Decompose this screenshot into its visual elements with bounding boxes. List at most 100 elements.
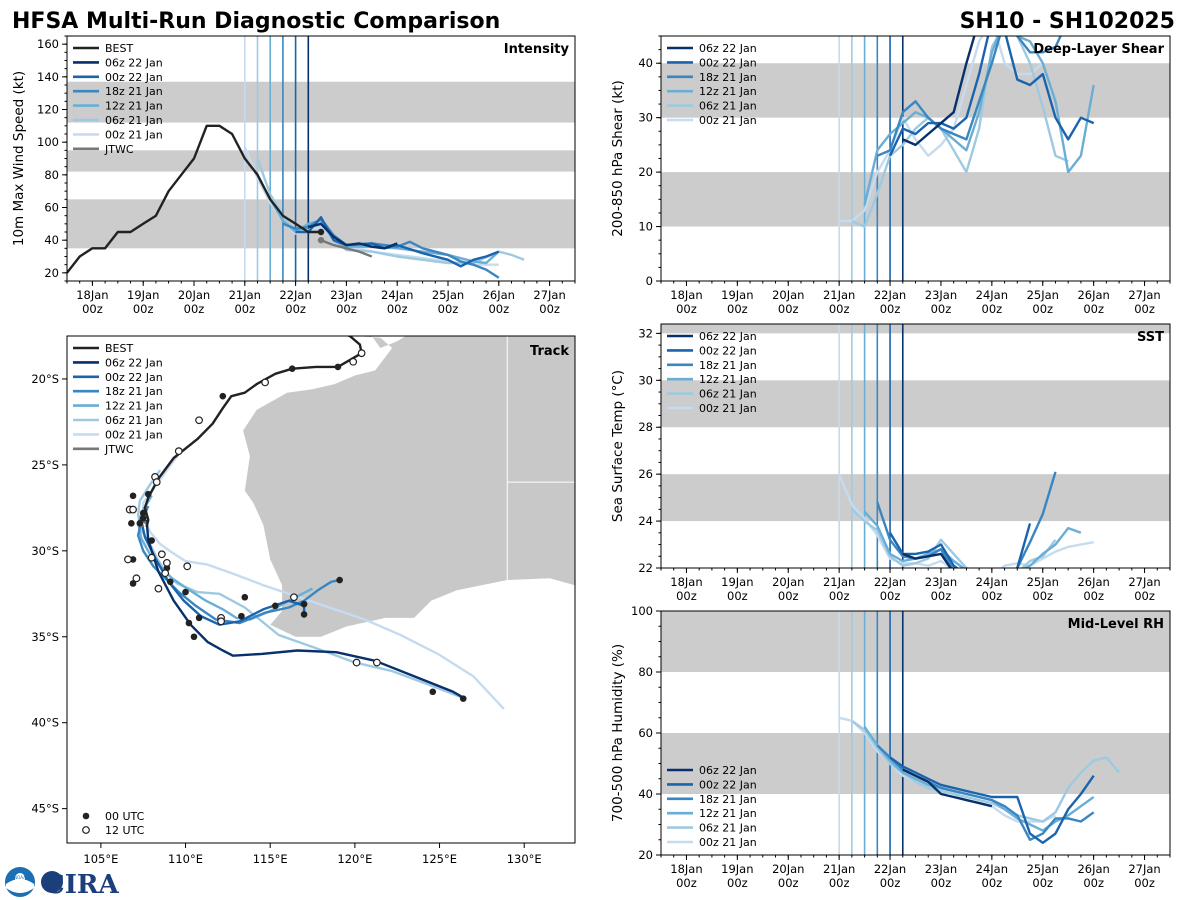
- sst-xtick-label: 24Jan: [976, 575, 1008, 589]
- track-point-00utc: [190, 633, 198, 641]
- sst-xtick-sublabel: 00z: [931, 589, 952, 603]
- track-xtick-label: 130°E: [507, 852, 542, 866]
- shear-title: Deep-Layer Shear: [1033, 42, 1164, 57]
- intensity-legend-label: 00z 22 Jan: [105, 71, 163, 84]
- shear-xtick-sublabel: 00z: [1134, 302, 1155, 316]
- track-xtick-label: 115°E: [253, 852, 288, 866]
- noaa-logo: NOAA: [5, 867, 35, 897]
- shear-xtick-label: 26Jan: [1077, 288, 1109, 302]
- track-point-00utc: [129, 492, 137, 500]
- rh-xtick-label: 19Jan: [721, 862, 753, 876]
- intensity-title: Intensity: [504, 42, 570, 57]
- rh-legend-label: 06z 21 Jan: [699, 822, 757, 835]
- rh-xtick-sublabel: 00z: [727, 876, 748, 890]
- sst-series-line: [902, 552, 952, 568]
- track-ytick-label: 35°S: [31, 630, 59, 644]
- rh-xtick-sublabel: 00z: [1083, 876, 1104, 890]
- intensity-xtick-sublabel: 00z: [285, 302, 306, 316]
- track-line: [136, 505, 340, 625]
- intensity-series-line: [320, 239, 373, 258]
- track-point-12utc: [349, 357, 358, 366]
- track-point-00utc: [300, 600, 308, 608]
- rh-band-1: [661, 611, 1170, 672]
- shear-xtick-label: 24Jan: [976, 288, 1008, 302]
- track-point-12utc: [357, 349, 366, 358]
- track-point-00utc: [139, 514, 147, 522]
- track-frame: [66, 335, 576, 844]
- sst-series-line: [863, 510, 1082, 568]
- rh-ytick-label: 100: [631, 604, 653, 618]
- rh-xtick-label: 24Jan: [976, 862, 1008, 876]
- track-legend-label: 18z 21 Jan: [105, 385, 163, 398]
- intensity-xtick-sublabel: 00z: [488, 302, 509, 316]
- track-point-12utc: [352, 658, 361, 667]
- sst-xtick-sublabel: 00z: [778, 589, 799, 603]
- sst-xtick-label: 26Jan: [1077, 575, 1109, 589]
- sst-legend-label: 18z 21 Jan: [699, 359, 757, 372]
- intensity-legend-label: BEST: [105, 42, 133, 55]
- rh-ylabel: 700-500 hPa Humidity (%): [610, 644, 626, 822]
- storm-id: SH10 - SH102025: [960, 9, 1175, 34]
- shear-xtick-sublabel: 00z: [1032, 302, 1053, 316]
- intensity-xtick-label: 26Jan: [483, 288, 515, 302]
- sst-xtick-sublabel: 00z: [880, 589, 901, 603]
- track-ytick-label: 45°S: [31, 802, 59, 816]
- sst-panel: 22242628303218Jan00z19Jan00z20Jan00z21Ja…: [610, 323, 1171, 603]
- shear-legend-label: 06z 22 Jan: [699, 42, 757, 55]
- intensity-xtick-sublabel: 00z: [234, 302, 255, 316]
- track-point-12utc: [217, 617, 225, 626]
- track-ytick-label: 25°S: [31, 458, 59, 472]
- sst-ylabel: Sea Surface Temp (°C): [610, 370, 626, 522]
- track-point-00utc: [300, 611, 308, 618]
- legend-marker-00utc: [82, 812, 90, 820]
- intensity-xtick-label: 20Jan: [178, 288, 210, 302]
- land-mass: [243, 336, 575, 637]
- track-point-12utc: [132, 574, 141, 583]
- track-legend-label: 00z 21 Jan: [105, 428, 163, 441]
- track-line: [143, 336, 363, 528]
- rh-xtick-sublabel: 00z: [778, 876, 799, 890]
- rh-legend-label: 00z 22 Jan: [699, 778, 757, 791]
- shear-series-line: [876, 36, 1062, 157]
- sst-plot-area: [661, 324, 1170, 568]
- rh-band-0: [661, 733, 1170, 794]
- shear-series-line: [839, 36, 1044, 223]
- rh-xtick-label: 26Jan: [1077, 862, 1109, 876]
- rh-legend-label: 00z 21 Jan: [699, 836, 757, 849]
- intensity-ytick-label: 20: [44, 266, 59, 280]
- intensity-xtick-label: 27Jan: [533, 288, 565, 302]
- track-panel: 105°E 110°E 115°E 120°E 125°E 130°E 20°S 25°S 30…: [31, 335, 576, 866]
- track-xtick-label: 105°E: [83, 852, 118, 866]
- intensity-ytick-label: 80: [44, 168, 59, 182]
- track-ytick-label: 30°S: [31, 544, 59, 558]
- shear-xtick-label: 25Jan: [1027, 288, 1059, 302]
- sst-ytick-label: 24: [638, 514, 653, 528]
- sst-xtick-sublabel: 00z: [829, 589, 850, 603]
- track-point-00utc: [129, 580, 137, 587]
- intensity-series-line: [282, 217, 500, 279]
- sst-xtick-label: 20Jan: [772, 575, 804, 589]
- noaa-logo-text: NOAA: [14, 875, 26, 880]
- intensity-ytick-label: 120: [37, 103, 59, 117]
- intensity-xtick-label: 23Jan: [330, 288, 362, 302]
- track-legend-label: JTWC: [104, 443, 134, 456]
- sst-ytick-label: 28: [638, 420, 653, 434]
- track-legend-label: 00z 22 Jan: [105, 371, 163, 384]
- sst-band-1: [661, 380, 1170, 428]
- rh-ytick-label: 20: [638, 848, 653, 862]
- track-point-12utc: [195, 416, 203, 425]
- shear-xtick-sublabel: 00z: [982, 302, 1003, 316]
- shear-xtick-label: 22Jan: [874, 288, 906, 302]
- sst-xtick-sublabel: 00z: [1134, 589, 1155, 603]
- track-legend-label: 06z 21 Jan: [105, 414, 163, 427]
- intensity-legend-label: 06z 21 Jan: [105, 114, 163, 127]
- shear-xtick-label: 20Jan: [772, 288, 804, 302]
- rh-xtick-label: 27Jan: [1128, 862, 1160, 876]
- shear-xtick-label: 27Jan: [1128, 288, 1160, 302]
- sst-xtick-sublabel: 00z: [727, 589, 748, 603]
- track-xtick-label: 110°E: [168, 852, 203, 866]
- sst-title: SST: [1137, 330, 1164, 345]
- intensity-band-2: [67, 81, 575, 123]
- shear-legend-label: 06z 21 Jan: [699, 100, 757, 113]
